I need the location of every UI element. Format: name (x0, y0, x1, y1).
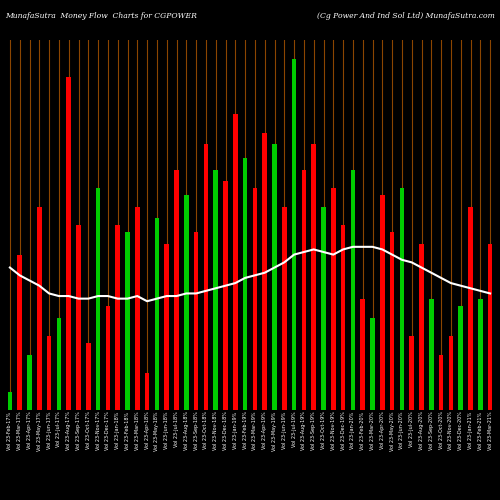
Bar (331, 188, 336, 410)
Bar (448, 336, 453, 410)
Text: MunafaSutra  Money Flow  Charts for CGPOWER: MunafaSutra Money Flow Charts for CGPOWE… (5, 12, 197, 20)
Bar (47, 336, 52, 410)
Bar (439, 354, 444, 410)
Bar (164, 244, 169, 410)
Bar (468, 206, 472, 410)
Bar (458, 306, 463, 410)
Bar (478, 299, 482, 410)
Bar (56, 318, 61, 410)
Bar (214, 170, 218, 410)
Bar (243, 158, 248, 410)
Bar (174, 170, 178, 410)
Bar (194, 232, 198, 410)
Bar (204, 144, 208, 410)
Bar (312, 144, 316, 410)
Bar (37, 206, 42, 410)
Bar (18, 254, 22, 410)
Bar (400, 188, 404, 410)
Bar (86, 344, 90, 410)
Bar (184, 196, 188, 410)
Bar (224, 180, 228, 410)
Bar (28, 354, 32, 410)
Bar (488, 244, 492, 410)
Bar (292, 58, 296, 410)
Bar (106, 306, 110, 410)
Bar (341, 225, 345, 410)
Bar (154, 218, 159, 410)
Bar (76, 225, 80, 410)
Bar (96, 188, 100, 410)
Bar (126, 232, 130, 410)
Bar (360, 299, 365, 410)
Bar (282, 206, 286, 410)
Bar (370, 318, 374, 410)
Bar (420, 244, 424, 410)
Text: (Cg Power And Ind Sol Ltd) MunafaSutra.com: (Cg Power And Ind Sol Ltd) MunafaSutra.c… (317, 12, 495, 20)
Bar (322, 206, 326, 410)
Bar (380, 196, 384, 410)
Bar (302, 170, 306, 410)
Bar (390, 232, 394, 410)
Bar (272, 144, 276, 410)
Bar (410, 336, 414, 410)
Bar (135, 206, 140, 410)
Bar (262, 132, 267, 410)
Bar (116, 225, 120, 410)
Bar (429, 299, 434, 410)
Bar (233, 114, 237, 410)
Bar (350, 170, 355, 410)
Bar (145, 373, 150, 410)
Bar (252, 188, 257, 410)
Bar (66, 77, 71, 410)
Bar (8, 392, 12, 410)
